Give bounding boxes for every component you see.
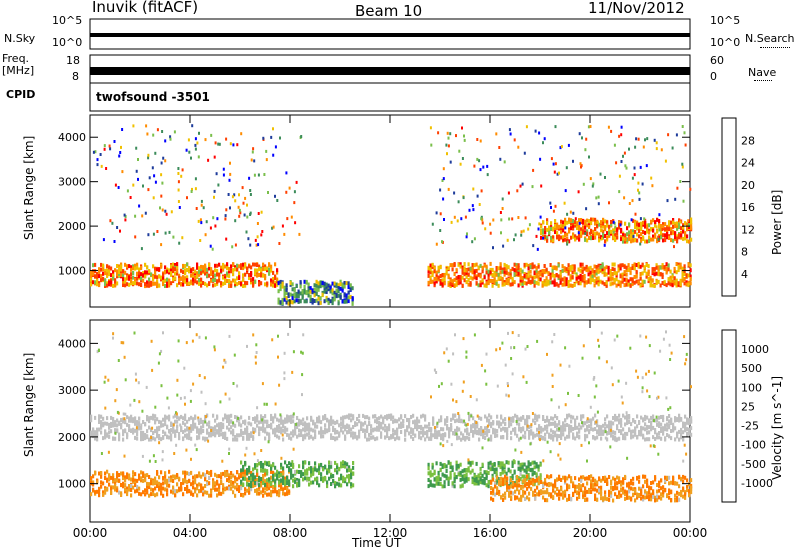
velocity-colorbar-label: Velocity [m s^-1] [770,375,784,480]
cpid-label: CPID [6,88,36,101]
freq-tick-low: 8 [72,70,79,83]
xtick-label-0: 00:00 [73,526,108,540]
velocity-colorbar-tick-2: 100 [741,381,762,394]
power-scatter [92,124,692,251]
velocity-colorbar-tick-1: 500 [741,362,762,375]
power-feature-0 [90,262,279,289]
freq-unit-label: [MHz] [2,64,35,77]
date-label: 11/Nov/2012 [588,0,685,17]
velocity-colorbar-tick-7: -1000 [741,477,773,490]
xtick-label-4: 16:00 [473,526,508,540]
velocity-colorbar-tick-3: 25 [741,400,755,413]
xtick-label-3: 12:00 [373,526,408,540]
nsky-tick-high: 10^5 [52,14,83,27]
nsearch-tick-low: 10^0 [710,36,741,49]
nave-legend-line [754,80,772,81]
velocity-colorbar-tick-5: -100 [741,439,766,452]
power-feature-2 [427,261,692,288]
cpid-strip-frame [89,82,691,112]
nave-tick-high: 60 [710,54,724,67]
velocity-colorbar-tick-6: -500 [741,458,766,471]
freq-tick-high: 18 [66,54,80,67]
xtick-label-1: 04:00 [173,526,208,540]
nsearch-tick-high: 10^5 [710,14,741,27]
power-ytick-label-0: 1000 [58,265,86,278]
velocity-ylabel: Slant Range [km] [22,352,36,457]
velocity-colorbar-tick-0: 1000 [741,343,769,356]
power-colorbar-label: Power [dB] [770,189,784,255]
velocity-feature-1 [240,460,355,489]
nsearch-label: N.Search [745,32,795,45]
cpid-value: twofsound -3501 [96,90,210,104]
velocity-colorbar-tick-4: -25 [741,420,759,433]
nsky-label: N.Sky [4,32,36,45]
power-feature-3 [540,217,693,244]
xtick-label-2: 08:00 [273,526,308,540]
nsearch-legend-line [760,47,790,48]
station-title: Inuvik (fitACF) [92,0,199,16]
beam-label: Beam 10 [355,2,423,20]
xtick-label-6: 00:00 [673,526,708,540]
power-colorbar-tick-4: 12 [741,223,755,236]
power-colorbar-tick-2: 20 [741,179,755,192]
velocity-ytick-label-0: 1000 [58,478,86,491]
nave-label: Nave [748,66,777,79]
velocity-feature-4 [90,413,693,442]
time-axis-label: Time UT [352,536,402,550]
nsky-tick-low: 10^0 [52,36,83,49]
power-feature-1 [277,279,354,306]
power-colorbar-frame [721,117,737,297]
power-colorbar-tick-5: 8 [741,246,748,259]
velocity-ytick-label-3: 4000 [58,337,86,350]
velocity-ytick-label-1: 2000 [58,431,86,444]
xtick-label-5: 20:00 [573,526,608,540]
power-colorbar-tick-1: 24 [741,157,755,170]
freq-label: Freq. [2,52,30,65]
power-colorbar-tick-6: 4 [741,268,748,281]
velocity-scatter [96,330,692,464]
velocity-ytick-label-2: 3000 [58,384,86,397]
velocity-panel: 1000 2000 3000 4000 [58,319,693,523]
power-ylabel: Slant Range [km] [22,135,36,240]
power-ytick-label-1: 2000 [58,220,86,233]
power-colorbar-tick-0: 28 [741,134,755,147]
velocity-feature-3 [490,474,693,503]
power-ytick-label-2: 3000 [58,176,86,189]
power-panel: 1000 2000 3000 4000 [58,114,693,308]
power-colorbar-tick-3: 16 [741,201,755,214]
velocity-colorbar-frame [721,329,737,503]
nave-tick-low: 0 [710,70,717,83]
power-ytick-label-3: 4000 [58,131,86,144]
